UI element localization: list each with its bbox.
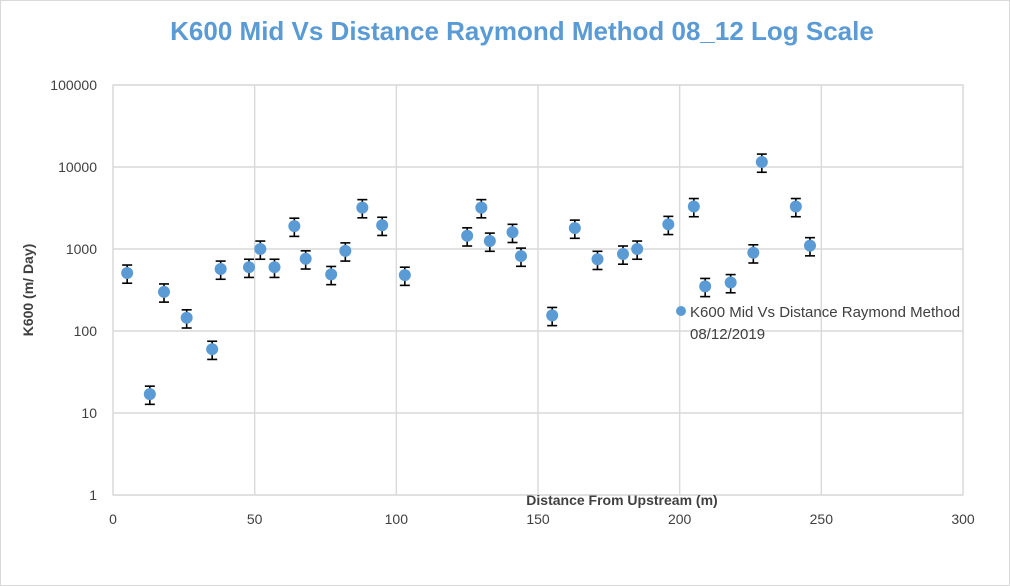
data-point (206, 343, 219, 356)
x-axis-title: Distance From Upstream (m) (526, 492, 717, 508)
x-tick-label: 150 (526, 511, 550, 527)
data-point (804, 239, 816, 252)
data-point (755, 156, 768, 169)
data-point (158, 285, 170, 298)
data-point (747, 246, 760, 259)
x-tick-label: 300 (951, 511, 975, 527)
x-tick-labels: 0 50 100 150 200 250 300 (109, 511, 975, 527)
grid-layer (112, 84, 964, 496)
legend-label-line-2: 08/12/2019 (690, 326, 765, 343)
y-tick-label: 10 (81, 405, 97, 421)
legend-label-line-1: K600 Mid Vs Distance Raymond Method (690, 304, 960, 321)
data-point (254, 243, 267, 255)
error-bars (122, 153, 815, 406)
data-point (180, 311, 193, 324)
y-tick-label: 10000 (58, 159, 97, 175)
chart-title: K600 Mid Vs Distance Raymond Method 08_1… (170, 16, 874, 46)
data-point (475, 201, 488, 214)
x-tick-label: 250 (810, 511, 834, 527)
x-tick-label: 50 (247, 511, 263, 527)
data-point (662, 218, 675, 231)
y-tick-label: 1000 (66, 241, 97, 257)
data-point (568, 222, 581, 235)
data-point (461, 229, 474, 242)
y-tick-label: 1 (89, 487, 97, 503)
data-point (699, 280, 712, 293)
data-point (121, 266, 134, 279)
x-tick-label: 0 (109, 511, 117, 527)
data-point (299, 252, 312, 265)
data-points (121, 156, 816, 401)
data-point (687, 200, 700, 213)
data-point (591, 253, 604, 266)
data-point (325, 268, 338, 281)
data-point (483, 235, 496, 248)
x-tick-label: 200 (668, 511, 692, 527)
y-axis-title: K600 (m/ Day) (20, 244, 36, 337)
data-point (789, 200, 802, 213)
data-point (339, 244, 352, 257)
x-tick-label: 100 (385, 511, 409, 527)
plot-area-border (112, 84, 964, 496)
y-tick-label: 100000 (50, 77, 97, 93)
data-point (214, 263, 227, 276)
data-point (243, 261, 255, 274)
data-point (724, 276, 737, 289)
y-tick-label: 100 (74, 323, 98, 339)
data-point (356, 201, 369, 214)
data-point (376, 219, 389, 232)
y-tick-labels: 1 10 100 1000 10000 100000 (50, 77, 97, 503)
data-point (617, 247, 629, 260)
data-point (143, 388, 156, 401)
data-point (268, 261, 281, 274)
data-point (515, 250, 527, 263)
data-point (631, 243, 644, 255)
data-point (506, 226, 519, 239)
data-point (546, 309, 559, 322)
data-point (288, 220, 301, 233)
data-point (398, 269, 411, 282)
legend-marker (676, 306, 686, 316)
legend: K600 Mid Vs Distance Raymond Method 08/1… (676, 304, 960, 343)
